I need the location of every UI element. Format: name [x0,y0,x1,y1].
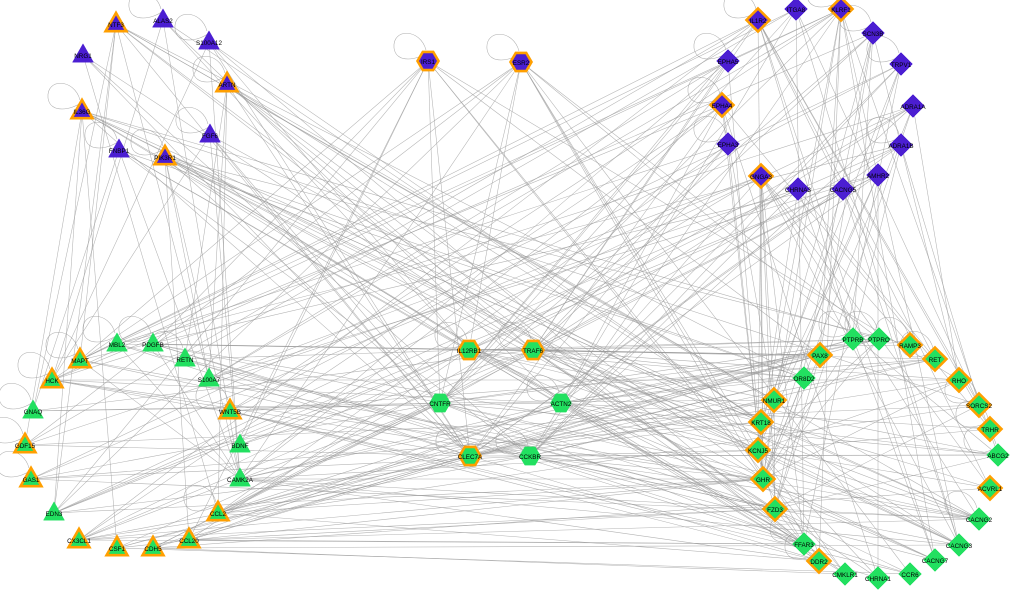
svg-text:PDGFB: PDGFB [142,342,164,349]
svg-text:TRAF6: TRAF6 [523,348,543,355]
svg-text:TRPV1: TRPV1 [891,62,912,69]
svg-text:BDNF: BDNF [231,443,248,450]
svg-text:KCNJ5: KCNJ5 [748,448,768,455]
svg-text:NTF3: NTF3 [108,22,124,29]
svg-text:CCR6: CCR6 [901,572,919,579]
svg-text:SCN3B: SCN3B [863,31,884,38]
svg-text:ITGA8: ITGA8 [787,7,806,14]
svg-text:RHO: RHO [952,378,966,385]
svg-text:RET: RET [929,357,942,364]
svg-text:IL12RB1: IL12RB1 [457,348,482,355]
svg-text:ACVRL1: ACVRL1 [978,486,1003,493]
svg-text:FZD3: FZD3 [767,507,783,514]
svg-text:TRHR: TRHR [981,427,999,434]
svg-text:ALAS2: ALAS2 [153,18,173,25]
svg-text:KRT18: KRT18 [751,420,771,427]
svg-text:FFAR3: FFAR3 [794,542,814,549]
svg-text:S100A12: S100A12 [196,40,222,47]
svg-text:ACTN2: ACTN2 [551,401,572,408]
svg-text:ABCG2: ABCG2 [987,453,1009,460]
svg-text:EPHA5: EPHA5 [718,59,739,66]
svg-text:ESR2: ESR2 [513,60,530,67]
svg-text:FGF6: FGF6 [202,133,219,140]
svg-text:CDH5: CDH5 [144,546,162,553]
svg-text:CAMK2A: CAMK2A [227,477,254,484]
svg-text:ARTN: ARTN [218,82,235,89]
svg-text:CACNG3: CACNG3 [946,543,973,550]
svg-text:CX3CL1: CX3CL1 [67,538,91,545]
svg-text:PAX8: PAX8 [812,353,828,360]
svg-text:AMHR2: AMHR2 [867,173,890,180]
svg-text:CSF1: CSF1 [109,546,126,553]
svg-text:SORCS2: SORCS2 [966,403,992,410]
svg-text:CCKBR: CCKBR [519,454,541,461]
svg-text:PTPRB: PTPRB [843,337,864,344]
svg-text:ADRA1B: ADRA1B [888,143,913,150]
svg-text:NMUR1: NMUR1 [763,398,786,405]
svg-text:PTPRO: PTPRO [868,337,890,344]
svg-text:EPHA4: EPHA4 [712,103,733,110]
svg-text:GAS1: GAS1 [23,477,40,484]
svg-text:CNTFR: CNTFR [429,401,451,408]
svg-text:GDF15: GDF15 [15,443,36,450]
svg-text:MAPT: MAPT [71,358,89,365]
svg-text:RAMP3: RAMP3 [899,343,921,350]
svg-text:DDR2: DDR2 [810,559,828,566]
svg-text:IL1R2: IL1R2 [750,18,767,25]
svg-text:CCL2: CCL2 [210,511,227,518]
svg-text:EDN3: EDN3 [46,511,63,518]
svg-text:IRS1: IRS1 [421,59,435,66]
svg-text:GNGA3: GNGA3 [750,174,773,181]
svg-text:CHRNA1: CHRNA1 [865,576,891,583]
svg-text:WNT5B: WNT5B [219,409,241,416]
svg-text:HCK: HCK [45,378,59,385]
svg-text:OR8D2: OR8D2 [794,376,815,383]
svg-text:CACNG2: CACNG2 [966,517,993,524]
svg-text:CCL20: CCL20 [179,538,199,545]
svg-text:GNAQ: GNAQ [24,409,43,416]
svg-text:NRG1: NRG1 [74,53,92,60]
svg-text:CACNG5: CACNG5 [830,187,857,194]
svg-text:FNBP1: FNBP1 [109,148,130,155]
svg-text:RETN: RETN [176,357,194,364]
svg-text:CMKLR1: CMKLR1 [832,572,858,579]
svg-text:GHR: GHR [756,477,770,484]
svg-text:KLRF1: KLRF1 [831,7,851,14]
svg-text:CACNG7: CACNG7 [922,558,949,565]
svg-text:IL36G: IL36G [73,109,90,116]
svg-text:MBL2: MBL2 [109,342,126,349]
svg-text:PIK3R1: PIK3R1 [154,155,176,162]
svg-text:CHRNA3: CHRNA3 [785,187,811,194]
svg-text:S100A7: S100A7 [198,377,221,384]
svg-text:EPHA3: EPHA3 [718,142,739,149]
svg-text:ADRA1A: ADRA1A [900,104,926,111]
svg-text:CLEC7A: CLEC7A [458,454,483,461]
